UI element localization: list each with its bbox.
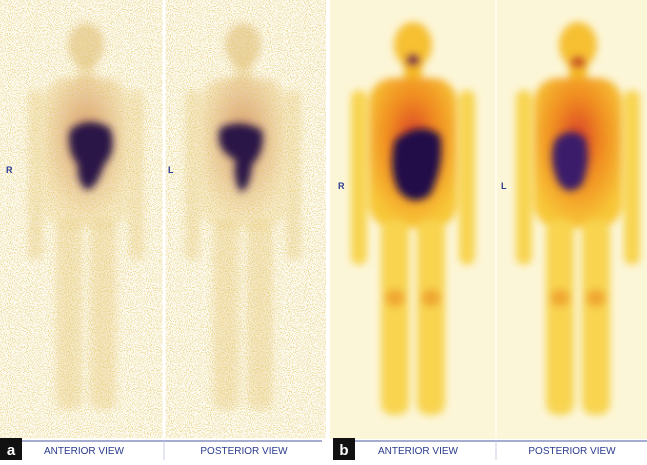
view-caption: ANTERIOR VIEW xyxy=(44,446,125,457)
side-marker: R xyxy=(6,165,13,175)
view-caption: ANTERIOR VIEW xyxy=(378,446,459,457)
side-marker: L xyxy=(501,181,507,191)
side-marker: R xyxy=(338,181,345,191)
view-caption: POSTERIOR VIEW xyxy=(200,446,288,457)
panel-label-box xyxy=(0,438,22,460)
side-marker: L xyxy=(168,165,174,175)
panel-label: a xyxy=(7,442,16,459)
panel-label: b xyxy=(339,442,348,459)
view-caption: POSTERIOR VIEW xyxy=(528,446,616,457)
panel-label-box xyxy=(333,438,355,460)
